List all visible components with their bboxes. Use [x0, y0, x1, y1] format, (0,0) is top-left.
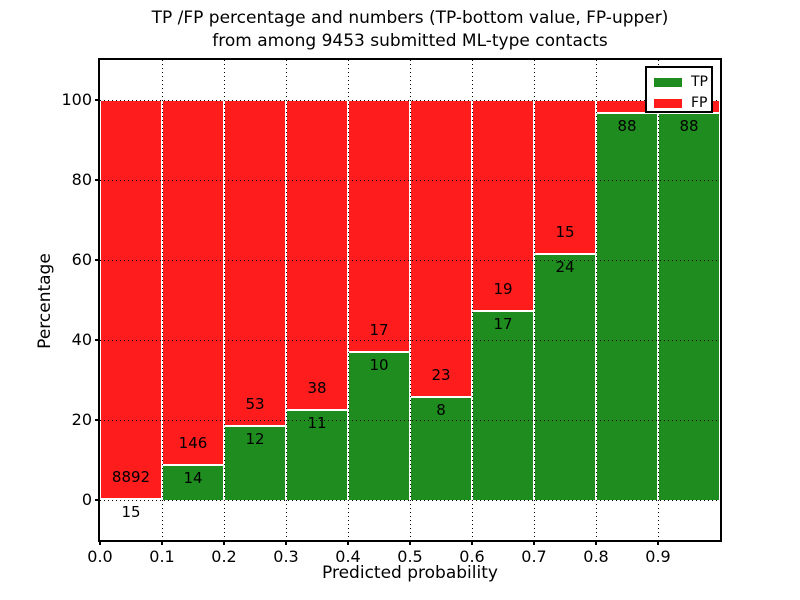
- fp-count-label: 53: [245, 395, 265, 414]
- fp-count-label: 146: [178, 434, 208, 452]
- y-tick-label: 60: [71, 250, 92, 269]
- tp-count-label: 88: [679, 117, 699, 136]
- y-tick-label: 80: [71, 170, 92, 189]
- y-tick-label: 20: [71, 410, 92, 429]
- tp-count-label: 11: [307, 414, 327, 433]
- y-tick-label: 40: [71, 330, 92, 349]
- fp-bar-segment: [348, 100, 410, 352]
- x-tick-label: 0.4: [335, 547, 361, 566]
- x-axis-tick: [595, 540, 597, 545]
- tp-count-label: 15: [121, 503, 141, 522]
- x-tick-label: 0.2: [211, 547, 237, 566]
- x-tick-label: 0.1: [149, 547, 175, 566]
- vertical-gridline: [224, 60, 225, 540]
- y-axis-tick: [95, 99, 100, 101]
- y-axis-tick: [95, 499, 100, 501]
- tp-count-label: 8: [436, 400, 446, 419]
- x-axis-tick: [409, 540, 411, 545]
- tp-bar-segment: [286, 410, 348, 500]
- horizontal-gridline: [100, 500, 720, 501]
- tp-legend-label: TP: [691, 74, 708, 90]
- x-tick-label: 0.8: [583, 547, 609, 566]
- y-axis-tick: [95, 419, 100, 421]
- y-tick-label: 100: [61, 90, 92, 109]
- vertical-gridline: [162, 60, 163, 540]
- fp-legend-label: FP: [691, 95, 708, 111]
- x-axis-tick: [533, 540, 535, 545]
- fp-count-label: 19: [493, 280, 513, 299]
- x-axis-tick: [347, 540, 349, 545]
- legend: TP FP: [645, 66, 713, 113]
- y-axis-tick: [95, 179, 100, 181]
- x-axis-tick: [161, 540, 163, 545]
- fp-count-label: 23: [431, 365, 451, 384]
- y-tick-label: 0: [81, 490, 92, 509]
- tp-legend-swatch: [654, 78, 682, 87]
- x-axis-tick: [285, 540, 287, 545]
- fp-bar-segment: [472, 100, 534, 312]
- fp-bar-segment: [286, 100, 348, 411]
- chart-title-line2: from among 9453 submitted ML-type contac…: [212, 31, 608, 51]
- chart-title-line1: TP /FP percentage and numbers (TP-bottom…: [151, 8, 669, 28]
- y-axis-tick: [95, 339, 100, 341]
- tp-bar-segment: [658, 113, 720, 500]
- x-axis-label: Predicted probability: [322, 563, 498, 583]
- vertical-gridline: [410, 60, 411, 540]
- fp-bar-segment: [224, 100, 286, 427]
- vertical-gridline: [348, 60, 349, 540]
- fp-count-label: 17: [369, 320, 389, 339]
- vertical-gridline: [596, 60, 597, 540]
- horizontal-gridline: [100, 260, 720, 261]
- tp-count-label: 10: [369, 355, 389, 374]
- x-tick-label: 0.5: [397, 547, 423, 566]
- x-axis-tick: [471, 540, 473, 545]
- x-axis-tick: [657, 540, 659, 545]
- x-axis-tick: [99, 540, 101, 545]
- fp-count-label: 15: [555, 222, 575, 241]
- vertical-gridline: [472, 60, 473, 540]
- vertical-gridline: [658, 60, 659, 540]
- tp-count-label: 88: [617, 117, 637, 136]
- y-axis-tick: [95, 259, 100, 261]
- x-axis-tick: [223, 540, 225, 545]
- tp-bar-segment: [596, 113, 658, 500]
- horizontal-gridline: [100, 100, 720, 101]
- tp-count-label: 12: [245, 430, 265, 449]
- fp-bar-segment: [410, 100, 472, 397]
- tp-count-label: 17: [493, 315, 513, 334]
- tp-count-label: 14: [183, 469, 203, 487]
- vertical-gridline: [286, 60, 287, 540]
- horizontal-gridline: [100, 340, 720, 341]
- fp-count-label: 38: [307, 379, 327, 398]
- x-tick-label: 0.7: [521, 547, 547, 566]
- x-tick-label: 0.0: [87, 547, 113, 566]
- x-tick-label: 0.3: [273, 547, 299, 566]
- fp-bar-segment: [162, 100, 224, 465]
- horizontal-gridline: [100, 180, 720, 181]
- vertical-gridline: [534, 60, 535, 540]
- fp-legend-swatch: [654, 99, 682, 108]
- tp-bar-segment: [100, 499, 162, 501]
- tp-count-label: 24: [555, 257, 575, 276]
- fp-count-label: 8892: [111, 468, 151, 487]
- tp-bar-segment: [224, 426, 286, 500]
- x-tick-label: 0.9: [645, 547, 671, 566]
- legend-row-fp: FP: [647, 94, 711, 112]
- x-tick-label: 0.6: [459, 547, 485, 566]
- horizontal-gridline: [100, 420, 720, 421]
- chart-title: TP /FP percentage and numbers (TP-bottom…: [100, 7, 720, 53]
- legend-row-tp: TP: [647, 73, 711, 91]
- tp-bar-segment: [410, 396, 472, 500]
- fp-bar-segment: [100, 100, 162, 500]
- fp-bar-segment: [534, 100, 596, 254]
- tp-bar-segment: [534, 253, 596, 500]
